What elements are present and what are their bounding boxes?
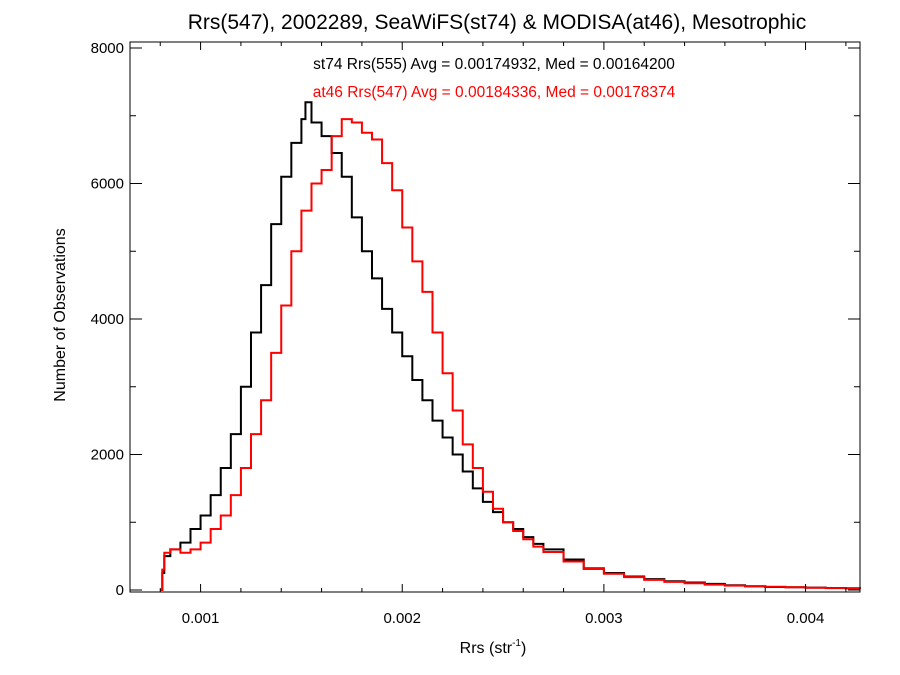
x-axis: 0.001 0.002 0.003 0.004 (159, 42, 847, 627)
x-tick-label: 0.004 (787, 610, 825, 627)
legend-annotation-st74: st74 Rrs(555) Avg = 0.00174932, Med = 0.… (313, 56, 675, 73)
y-tick-label: 8000 (91, 40, 124, 57)
series-line-at46 (160, 118, 861, 591)
x-axis-label: Rrs (str-1) (460, 638, 527, 657)
y-tick-label: 6000 (91, 176, 124, 193)
x-tick-label: 0.001 (182, 610, 220, 627)
chart-title: Rrs(547), 2002289, SeaWiFS(st74) & MODIS… (188, 11, 807, 34)
y-tick-label: 4000 (91, 311, 124, 328)
y-axis: 0 2000 4000 6000 8000 (91, 40, 860, 599)
x-tick-label: 0.002 (383, 610, 421, 627)
series-layer (160, 101, 861, 591)
x-tick-label: 0.003 (585, 610, 623, 627)
y-axis-label: Number of Observations (52, 228, 69, 401)
y-tick-label: 2000 (91, 447, 124, 464)
legend-annotation-at46: at46 Rrs(547) Avg = 0.00184336, Med = 0.… (313, 84, 676, 101)
plot-frame (129, 41, 861, 593)
y-tick-label: 0 (116, 582, 124, 599)
series-line-st74 (160, 101, 861, 591)
